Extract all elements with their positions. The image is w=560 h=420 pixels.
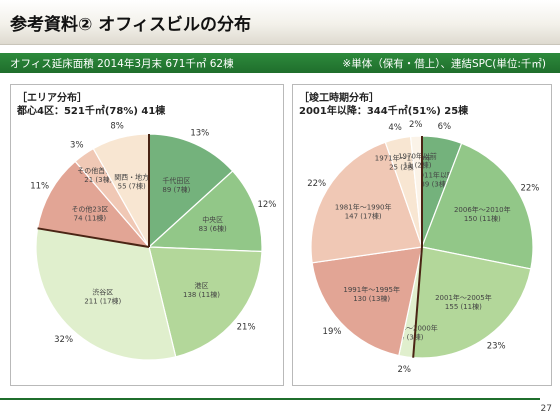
- area-slice-1-name: 千代田区: [162, 176, 190, 185]
- area-chart-heading: ［エリア分布］: [17, 93, 87, 104]
- area-slice-1: [148, 133, 234, 249]
- area-slice-6-name: その他首都圏: [77, 166, 119, 175]
- area-slice-4-value: 211 (17棟): [84, 297, 121, 306]
- completion-slice-7-name: 1971年～1980年: [375, 154, 432, 163]
- summary-bar: オフィス延床面積 2014年3月末 671千㎡ 62棟 ※単体（保有・借上）、連…: [0, 53, 560, 73]
- completion-slice-8-value: 11 (2棟): [403, 161, 431, 170]
- area-slice-3-value: 138 (11棟): [183, 290, 220, 299]
- area-slice-3-percent: 21%: [237, 322, 256, 332]
- completion-slice-6-value: 147 (17棟): [345, 211, 382, 220]
- completion-slice-6-name: 1981年～1990年: [335, 202, 392, 211]
- completion-slice-8-percent: 2%: [409, 120, 423, 130]
- completion-slice-5-value: 130 (13棟): [353, 294, 390, 303]
- area-slice-4-name: 渋谷区: [92, 288, 113, 297]
- area-slice-5-name: その他23区: [71, 205, 108, 214]
- completion-slice-3-value: 155 (11棟): [445, 302, 482, 311]
- completion-slice-7-value: 25 (2棟): [389, 163, 417, 172]
- completion-slice-8-name: 1970年以前: [398, 152, 437, 161]
- summary-floor-area: オフィス延床面積 2014年3月末 671千㎡ 62棟: [10, 58, 234, 70]
- area-slice-6-value: 21 (3棟): [84, 175, 112, 184]
- completion-slice-3-name: 2001年～2005年: [435, 293, 492, 302]
- completion-slice-3-percent: 23%: [487, 341, 506, 351]
- area-slice-4-percent: 32%: [54, 335, 73, 345]
- area-slice-6-percent: 3%: [70, 140, 84, 150]
- area-slice-2-percent: 12%: [257, 200, 276, 210]
- page-number: 27: [540, 404, 552, 414]
- area-slice-7-value: 55 (7棟): [118, 181, 146, 190]
- completion-slice-1-name: 2011年以降: [415, 170, 454, 179]
- area-emphasis-line-end: [37, 227, 150, 248]
- completion-chart-heading: ［竣工時期分布］: [299, 93, 379, 104]
- area-slice-2-name: 中央区: [202, 215, 223, 224]
- completion-slice-6: [310, 141, 423, 264]
- area-slice-3-name: 港区: [195, 281, 209, 290]
- completion-emphasis-line-end: [412, 246, 423, 358]
- completion-slice-7-percent: 4%: [388, 123, 402, 133]
- completion-slice-2-value: 150 (11棟): [464, 214, 501, 223]
- completion-chart-subtitle: 2001年以降：344千㎡(51%) 25棟: [299, 106, 469, 117]
- completion-slice-2-name: 2006年～2010年: [454, 205, 511, 214]
- area-slice-5: [36, 160, 151, 248]
- area-distribution-panel: ［エリア分布］ 都心4区：521千㎡(78%) 41棟 千代田区 89 (7棟) 1…: [10, 84, 284, 386]
- area-slice-7-percent: 8%: [110, 122, 124, 132]
- completion-slice-4-name: 1996年～2000年: [381, 324, 438, 333]
- completion-slice-6-percent: 22%: [307, 179, 326, 189]
- completion-slice-5-name: 1991年～1995年: [343, 285, 400, 294]
- completion-slice-3: [412, 246, 532, 359]
- area-slice-7-name: 関西・地方: [114, 172, 149, 181]
- summary-unit-note: ※単体（保有・借上）、連結SPC(単位:千㎡): [342, 58, 546, 70]
- completion-slice-2: [421, 142, 534, 270]
- completion-slice-5: [311, 246, 423, 357]
- area-slice-3: [148, 246, 263, 358]
- title-bar: 参考資料② オフィスビルの分布: [0, 0, 560, 45]
- area-slice-2-value: 83 (6棟): [199, 224, 227, 233]
- area-slice-2: [147, 170, 263, 253]
- completion-slice-4-percent: 2%: [397, 365, 411, 375]
- area-slice-1-percent: 13%: [190, 128, 209, 138]
- footer-rule: [0, 398, 540, 400]
- completion-distribution-panel: ［竣工時期分布］ 2001年以降：344千㎡(51%) 25棟 2011年以降 3…: [292, 84, 552, 386]
- area-slice-1-value: 89 (7棟): [162, 185, 190, 194]
- area-slice-4: [35, 227, 177, 361]
- completion-slice-4-value: 14 (3棟): [395, 333, 423, 342]
- area-slice-5-percent: 11%: [30, 182, 49, 192]
- completion-slice-2-percent: 22%: [520, 184, 539, 194]
- area-chart-subtitle: 都心4区：521千㎡(78%) 41棟: [17, 106, 166, 117]
- page-title: 参考資料② オフィスビルの分布: [10, 15, 251, 35]
- completion-slice-5-percent: 19%: [323, 327, 342, 337]
- completion-slice-1-value: 39 (3棟): [420, 179, 448, 188]
- completion-slice-1-percent: 6%: [438, 122, 452, 132]
- area-slice-5-value: 74 (11棟): [74, 214, 107, 223]
